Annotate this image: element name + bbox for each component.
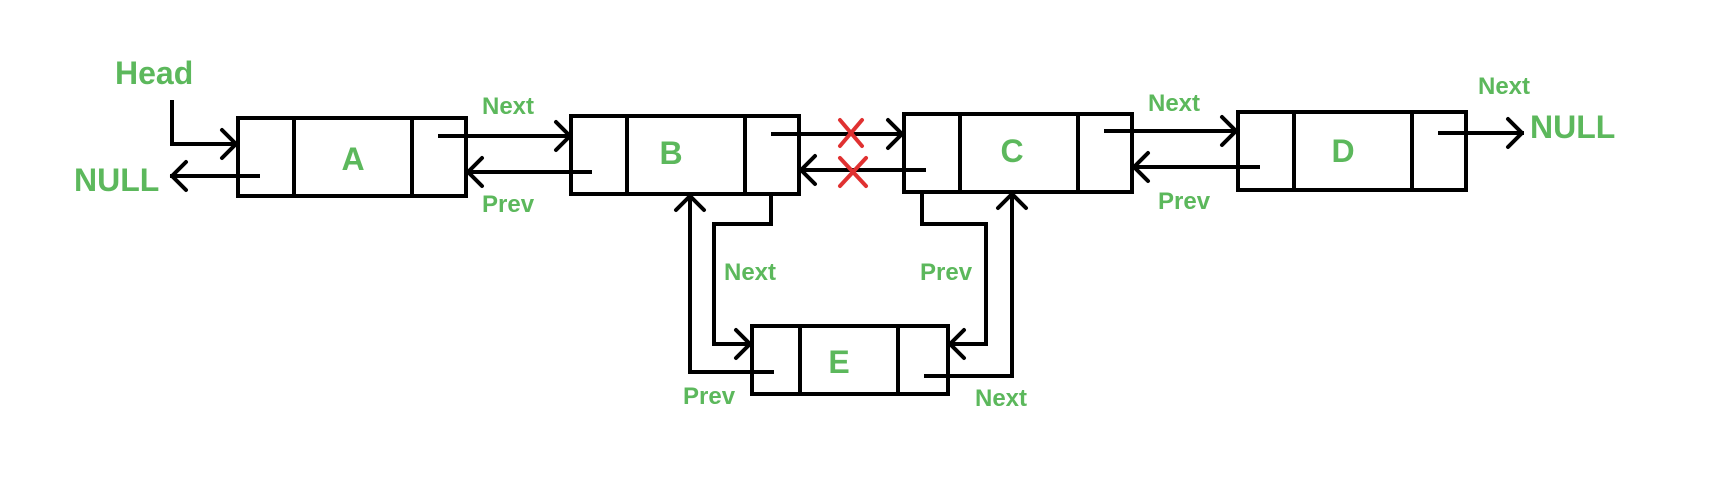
node-c-box xyxy=(902,112,1134,194)
node-c: C xyxy=(902,112,1134,194)
d-next-label: Next xyxy=(1478,73,1530,100)
removed-link-cross-icon-bottom xyxy=(838,156,868,188)
a-next-arrow xyxy=(438,120,572,152)
a-prev-null-arrow xyxy=(170,160,260,192)
node-c-label: C xyxy=(1000,133,1023,169)
e-next-to-c-arrow xyxy=(924,192,1028,378)
node-a: A xyxy=(236,116,468,198)
node-e-box xyxy=(750,324,950,396)
e-prev-to-b-label: Prev xyxy=(683,383,736,410)
c-next-arrow xyxy=(1104,115,1238,147)
b-next-to-e-arrow xyxy=(712,192,773,360)
node-a-box xyxy=(236,116,468,198)
b-prev-arrow xyxy=(466,156,592,188)
c-next-label: Next xyxy=(1148,90,1200,117)
node-d-label: D xyxy=(1331,133,1354,169)
node-b-box xyxy=(569,114,801,196)
c-prev-to-e-arrow xyxy=(920,190,988,360)
b-prev-label: Prev xyxy=(482,191,535,218)
node-a-label: A xyxy=(341,141,364,177)
d-prev-label: Prev xyxy=(1158,188,1211,215)
e-next-to-c-label: Next xyxy=(975,385,1027,412)
d-prev-arrow xyxy=(1132,151,1260,183)
b-next-to-e-label: Next xyxy=(724,259,776,286)
removed-link-cross-icon-top xyxy=(838,118,864,148)
e-prev-to-b-arrow xyxy=(674,194,774,374)
c-prev-to-e-label: Prev xyxy=(920,259,973,286)
a-next-label: Next xyxy=(482,93,534,120)
node-d: D xyxy=(1236,110,1468,192)
head-label: Head xyxy=(115,55,193,91)
c-prev-old-arrow xyxy=(799,154,926,186)
null-right-label: NULL xyxy=(1530,109,1615,145)
node-e-label: E xyxy=(828,344,849,380)
d-next-null-arrow xyxy=(1438,117,1524,149)
node-e: E xyxy=(750,324,950,396)
b-next-old-arrow xyxy=(771,118,904,150)
node-b-label: B xyxy=(659,135,682,171)
node-b: B xyxy=(569,114,801,196)
node-d-box xyxy=(1236,110,1468,192)
null-left-label: NULL xyxy=(74,162,159,198)
head-pointer-arrow xyxy=(170,100,238,160)
